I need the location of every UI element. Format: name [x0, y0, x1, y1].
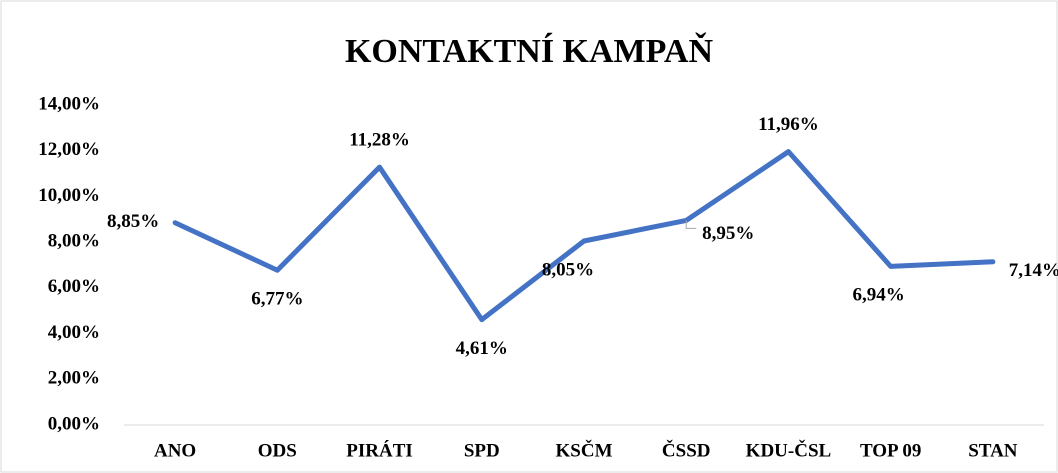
data-label: 11,28% [349, 130, 410, 151]
y-tick-label: 4,00% [48, 322, 100, 343]
x-tick-label: ANO [154, 440, 196, 461]
y-tick-label: 6,00% [48, 276, 100, 297]
y-tick-label: 8,00% [48, 231, 100, 252]
y-tick-label: 14,00% [38, 93, 100, 114]
x-tick-label: KSČM [556, 439, 613, 461]
x-tick-label: STAN [968, 440, 1018, 461]
y-tick-label: 10,00% [38, 185, 100, 206]
data-label: 4,61% [456, 338, 508, 359]
data-label: 8,85% [107, 211, 159, 232]
x-tick-label: ČSSD [662, 439, 711, 461]
chart-title: KONTAKTNÍ KAMPAŇ [345, 32, 713, 70]
x-tick-label: SPD [464, 440, 500, 461]
line [172, 149, 996, 323]
data-label: 8,95% [702, 223, 754, 244]
data-label: 6,94% [853, 285, 905, 306]
data-label: 7,14% [1009, 260, 1058, 281]
data-label: 11,96% [758, 114, 819, 135]
data-label: 6,77% [251, 289, 303, 310]
x-tick-label: TOP 09 [860, 440, 921, 461]
y-tick-label: 2,00% [48, 368, 100, 389]
y-tick-label: 12,00% [38, 139, 100, 160]
x-tick-label: PIRÁTI [346, 439, 413, 461]
x-tick-label: KDU-ČSL [746, 439, 832, 461]
x-tick-label: ODS [258, 440, 297, 461]
leader-line [685, 220, 697, 229]
data-label: 8,05% [542, 259, 594, 280]
y-tick-label: 0,00% [48, 413, 100, 434]
